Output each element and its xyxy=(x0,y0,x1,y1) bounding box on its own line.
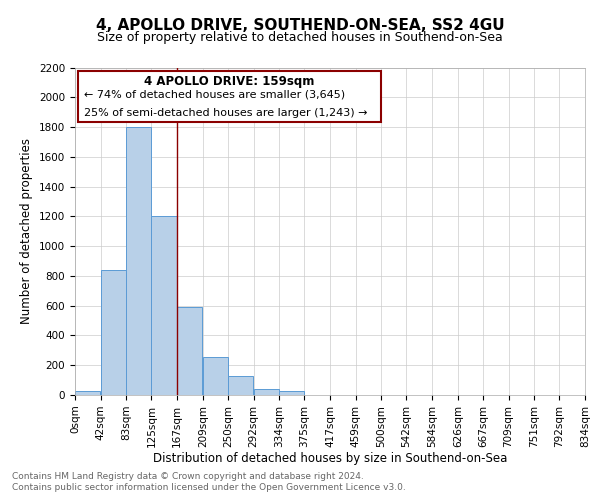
Y-axis label: Number of detached properties: Number of detached properties xyxy=(20,138,34,324)
Bar xyxy=(101,270,126,395)
Bar xyxy=(126,127,151,395)
Text: 4, APOLLO DRIVE, SOUTHEND-ON-SEA, SS2 4GU: 4, APOLLO DRIVE, SOUTHEND-ON-SEA, SS2 4G… xyxy=(95,18,505,32)
Bar xyxy=(279,392,304,395)
Text: Contains HM Land Registry data © Crown copyright and database right 2024.: Contains HM Land Registry data © Crown c… xyxy=(12,472,364,481)
Bar xyxy=(254,389,278,395)
Text: ← 74% of detached houses are smaller (3,645): ← 74% of detached houses are smaller (3,… xyxy=(83,90,345,100)
FancyBboxPatch shape xyxy=(77,71,381,122)
Text: Contains public sector information licensed under the Open Government Licence v3: Contains public sector information licen… xyxy=(12,484,406,492)
Text: Size of property relative to detached houses in Southend-on-Sea: Size of property relative to detached ho… xyxy=(97,31,503,44)
Bar xyxy=(203,357,228,395)
Text: 25% of semi-detached houses are larger (1,243) →: 25% of semi-detached houses are larger (… xyxy=(83,108,367,118)
Text: 4 APOLLO DRIVE: 159sqm: 4 APOLLO DRIVE: 159sqm xyxy=(144,74,314,88)
Bar xyxy=(177,307,202,395)
Bar xyxy=(75,392,100,395)
Bar xyxy=(228,376,253,395)
Bar xyxy=(151,216,176,395)
X-axis label: Distribution of detached houses by size in Southend-on-Sea: Distribution of detached houses by size … xyxy=(153,452,507,466)
